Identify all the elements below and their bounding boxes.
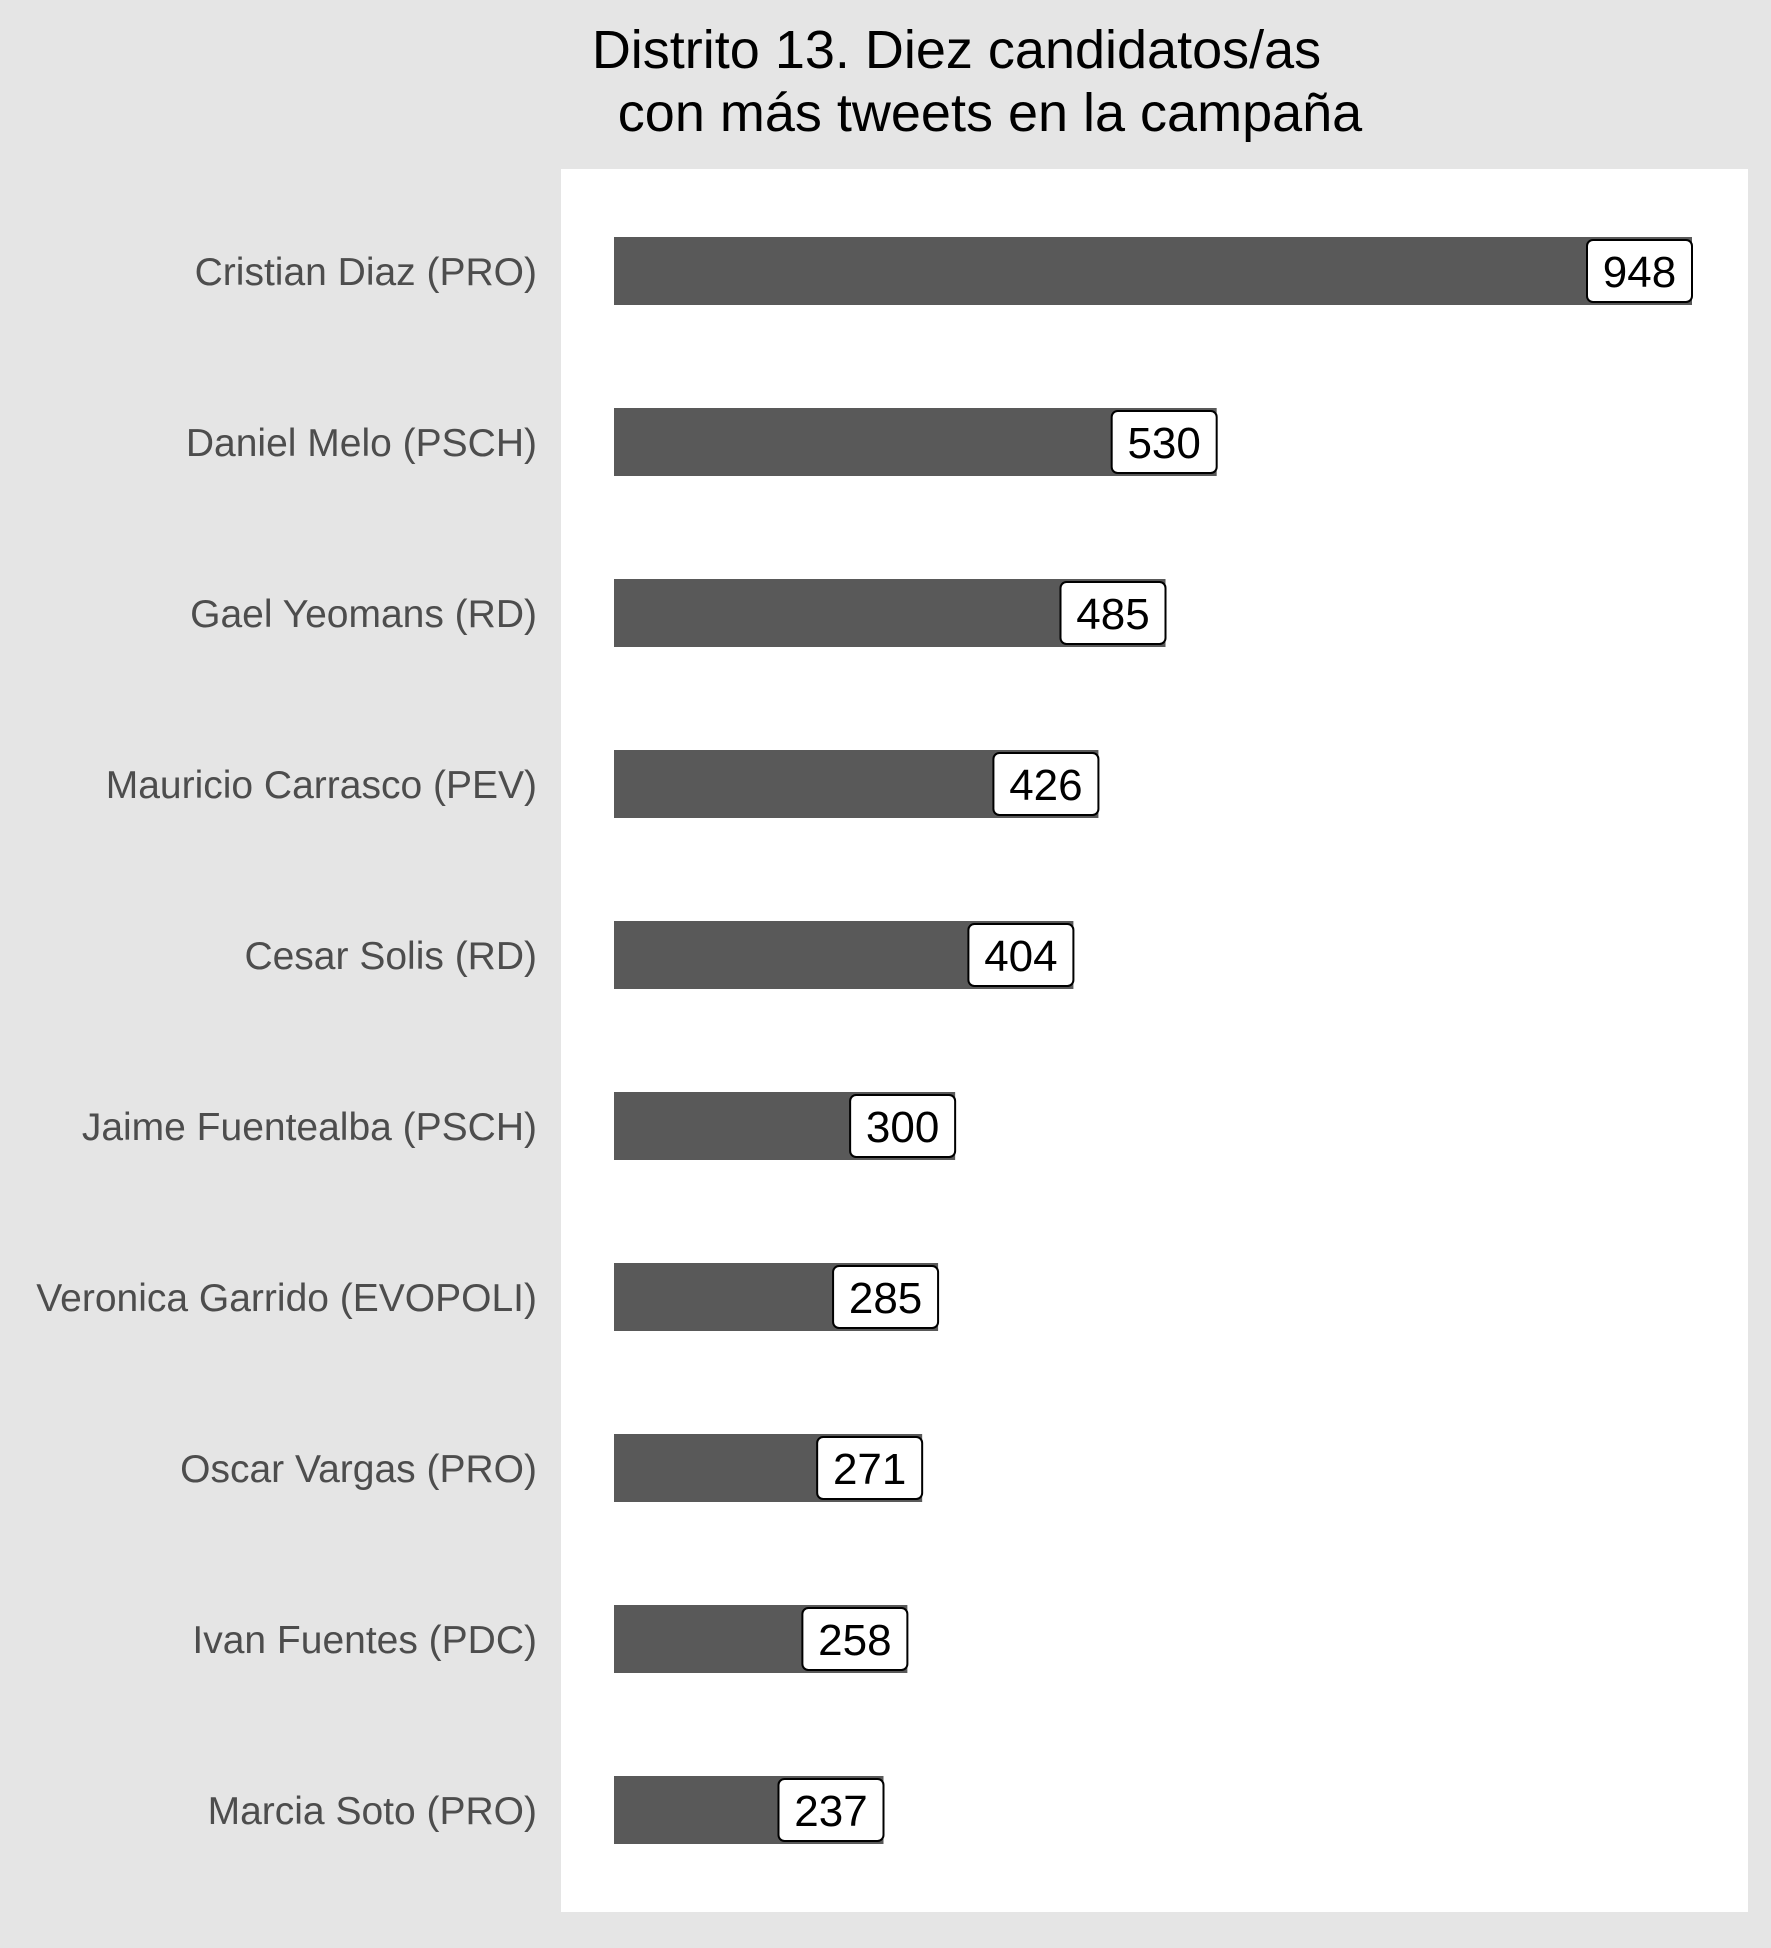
value-label-text: 485 — [1076, 590, 1149, 639]
value-label-text: 426 — [1009, 761, 1082, 810]
value-label-box — [816, 1436, 924, 1500]
value-label: 300 — [849, 1094, 957, 1158]
value-label-box — [967, 923, 1075, 987]
category-label: Ivan Fuentes (PDC) — [192, 1619, 537, 1662]
value-labels: 948 530 485 426 404 300 285 271 258 237 — [777, 239, 1693, 1842]
value-label-text: 948 — [1603, 248, 1676, 297]
category-label: Mauricio Carrasco (PEV) — [106, 764, 537, 807]
value-label-text: 271 — [833, 1445, 906, 1494]
value-label: 426 — [992, 752, 1100, 816]
category-label: Oscar Vargas (PRO) — [180, 1448, 537, 1491]
value-label: 948 — [1586, 239, 1693, 303]
bar — [614, 237, 1692, 305]
value-label-box — [832, 1265, 940, 1329]
value-label-box — [1110, 410, 1218, 474]
category-label: Cesar Solis (RD) — [244, 935, 537, 978]
value-label-box — [801, 1607, 909, 1671]
value-label: 530 — [1110, 410, 1218, 474]
value-label-text: 404 — [984, 932, 1057, 981]
value-label-box — [992, 752, 1100, 816]
category-label: Veronica Garrido (EVOPOLI) — [36, 1277, 537, 1320]
category-label: Gael Yeomans (RD) — [190, 593, 537, 636]
value-label-text: 258 — [818, 1616, 891, 1665]
value-label: 271 — [816, 1436, 924, 1500]
value-label-text: 237 — [794, 1787, 867, 1836]
value-label-box — [777, 1778, 885, 1842]
value-label: 285 — [832, 1265, 940, 1329]
value-label: 258 — [801, 1607, 909, 1671]
category-label: Jaime Fuentealba (PSCH) — [82, 1106, 537, 1149]
category-label: Daniel Melo (PSCH) — [186, 422, 537, 465]
category-label: Marcia Soto (PRO) — [208, 1790, 537, 1833]
value-label-box — [1586, 239, 1693, 303]
chart-title-line-1: Distrito 13. Diez candidatos/as — [592, 20, 1321, 80]
value-label-text: 530 — [1127, 419, 1200, 468]
chart-title-line-2: con más tweets en la campaña — [618, 83, 1363, 143]
category-label: Cristian Diaz (PRO) — [195, 251, 537, 294]
value-label-box — [849, 1094, 957, 1158]
value-label-box — [1059, 581, 1167, 645]
value-label: 485 — [1059, 581, 1167, 645]
value-label: 237 — [777, 1778, 885, 1842]
value-label-text: 285 — [849, 1274, 922, 1323]
value-label-text: 300 — [866, 1103, 939, 1152]
chart-title: Distrito 13. Diez candidatos/as con más … — [592, 20, 1363, 143]
category-labels: Cristian Diaz (PRO) Daniel Melo (PSCH) Gae… — [36, 251, 537, 1833]
value-label: 404 — [967, 923, 1075, 987]
